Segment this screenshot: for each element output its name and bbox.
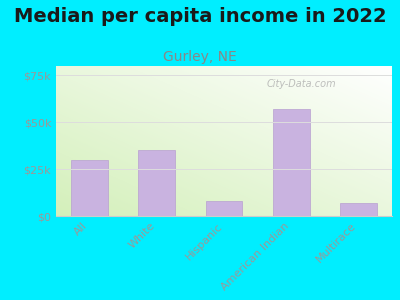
Bar <box>273 109 310 216</box>
Text: Median per capita income in 2022: Median per capita income in 2022 <box>14 8 386 26</box>
Bar <box>340 203 377 216</box>
Text: Gurley, NE: Gurley, NE <box>163 50 237 64</box>
Bar <box>71 160 108 216</box>
Text: City-Data.com: City-Data.com <box>266 79 336 89</box>
Bar <box>206 201 242 216</box>
Bar <box>138 150 175 216</box>
